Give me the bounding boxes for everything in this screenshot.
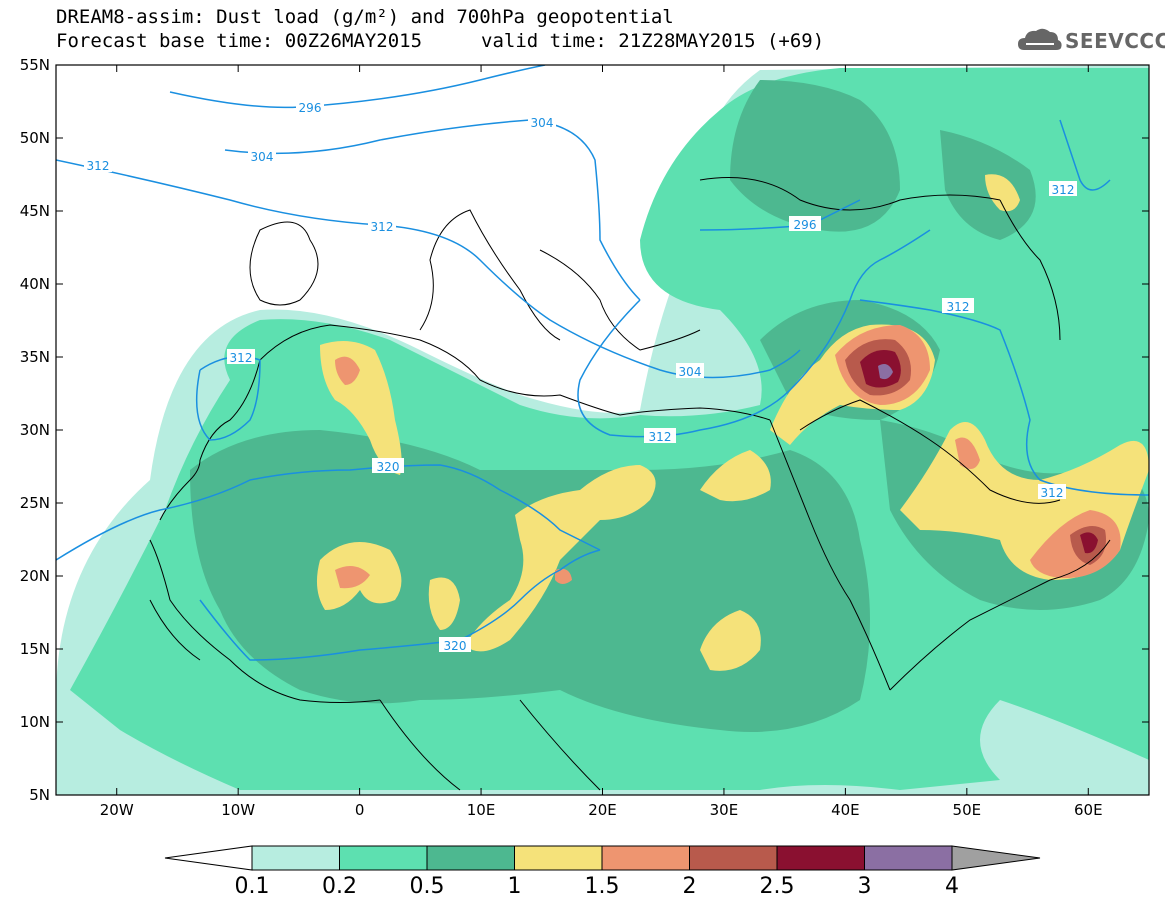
lon-label: 20E (588, 801, 617, 819)
logo-text: SEEVCCC (1065, 29, 1165, 53)
lat-label: 35N (20, 348, 50, 366)
lat-label: 30N (20, 421, 50, 439)
lat-label: 5N (29, 786, 50, 804)
map-title: DREAM8-assim: Dust load (g/m²) and 700hP… (56, 6, 674, 28)
lon-label: 30E (710, 801, 739, 819)
svg-text:304: 304 (251, 150, 274, 164)
lon-label: 50E (953, 801, 982, 819)
colorbar-left-arrow (164, 845, 253, 871)
svg-text:312: 312 (1041, 486, 1064, 500)
svg-text:296: 296 (299, 101, 322, 115)
svg-text:312: 312 (230, 351, 253, 365)
svg-text:312: 312 (649, 430, 672, 444)
dust-level-05b (335, 566, 370, 589)
dust-level-04d (465, 465, 656, 652)
colorbar: 0.1 0.2 0.5 1 1.5 2 2.5 3 4 (164, 845, 1041, 899)
colorbar-swatch (689, 845, 778, 871)
lon-label: 10W (221, 801, 255, 819)
coastlines (149, 177, 1111, 791)
colorbar-tick-label: 2 (683, 874, 697, 899)
svg-text:304: 304 (531, 116, 554, 130)
colorbar-swatch (514, 845, 603, 871)
colorbar-tick-label: 1.5 (585, 874, 620, 899)
svg-text:312: 312 (1052, 183, 1075, 197)
dust-field: 296 296 304 304 304 312 312 312 312 312 … (56, 65, 1149, 795)
contour-labels: 296 296 304 304 304 312 312 312 312 312 … (84, 99, 1077, 653)
colorbar-tick-label: 0.5 (410, 874, 445, 899)
colorbar-tick-label: 0.1 (235, 874, 270, 899)
svg-text:312: 312 (87, 159, 110, 173)
colorbar-swatch (601, 845, 690, 871)
lat-label: 45N (20, 202, 50, 220)
cloud-icon (1018, 28, 1062, 50)
lat-label: 55N (20, 56, 50, 74)
lon-label: 20W (100, 801, 134, 819)
dust-level-03b (730, 80, 900, 232)
map-subtitle: Forecast base time: 00Z26MAY2015 valid ti… (56, 30, 824, 52)
colorbar-right-arrow (951, 845, 1041, 871)
svg-text:312: 312 (371, 220, 394, 234)
lon-label: 40E (831, 801, 860, 819)
lon-label: 0 (355, 801, 365, 819)
svg-text:312: 312 (947, 300, 970, 314)
dust-level-04e (700, 610, 761, 671)
lat-label: 15N (20, 640, 50, 658)
colorbar-tick-label: 0.2 (322, 874, 357, 899)
colorbar-swatch (426, 845, 515, 871)
dust-level-05f (955, 437, 980, 469)
colorbar-tick-label: 1 (508, 874, 522, 899)
valid-time: valid time: 21Z28MAY2015 (+69) (481, 30, 825, 52)
svg-text:304: 304 (679, 365, 702, 379)
lat-label: 25N (20, 494, 50, 512)
axis-ticks: 20W 10W 0 10E 20E 30E 40E 50E 60E 55N 50N 45N 40N 35N… (20, 56, 1149, 819)
dust-level-05c (555, 568, 572, 584)
dust-level-05a (335, 356, 360, 385)
dust-level-07b (1080, 532, 1098, 554)
lat-label: 20N (20, 567, 50, 585)
dust-level-04f (700, 450, 771, 502)
colorbar-tick-label: 3 (858, 874, 872, 899)
svg-text:320: 320 (444, 639, 467, 653)
svg-text:296: 296 (794, 218, 817, 232)
dust-level-04i (985, 174, 1020, 212)
colorbar-swatch (339, 845, 428, 871)
lat-label: 40N (20, 275, 50, 293)
svg-text:320: 320 (377, 460, 400, 474)
lat-label: 10N (20, 713, 50, 731)
lon-label: 60E (1074, 801, 1103, 819)
colorbar-tick-label: 2.5 (760, 874, 795, 899)
colorbar-swatch (864, 845, 953, 871)
colorbar-swatch (776, 845, 865, 871)
dust-level-04c (428, 577, 460, 630)
lat-label: 50N (20, 129, 50, 147)
colorbar-swatch (251, 845, 340, 871)
colorbar-tick-label: 4 (945, 874, 959, 899)
base-time: Forecast base time: 00Z26MAY2015 (56, 30, 423, 52)
lon-label: 10E (467, 801, 496, 819)
dust-level-08 (878, 364, 893, 380)
